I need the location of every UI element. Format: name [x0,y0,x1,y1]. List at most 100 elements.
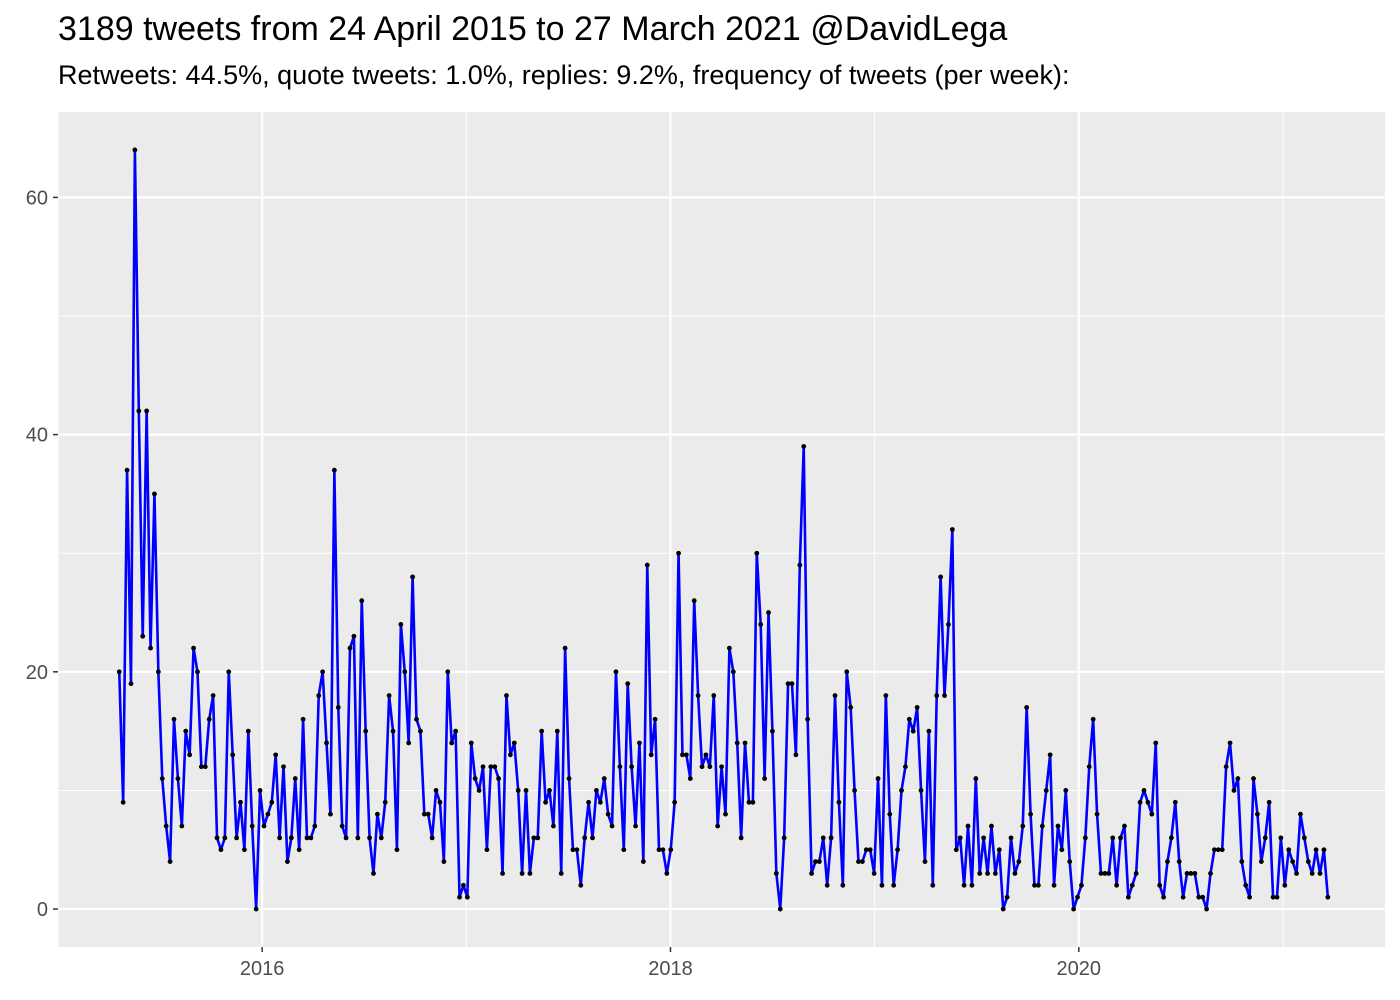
data-point [723,811,728,817]
data-point [1305,859,1311,864]
data-point [844,669,850,675]
series-line-layer [117,148,1330,911]
data-point [226,669,232,675]
data-point [977,871,983,876]
data-point [328,811,333,817]
data-point [707,764,713,770]
y-tick-label: 60 [26,187,48,209]
data-point [1223,764,1229,770]
data-point [758,621,764,627]
data-point [899,788,904,793]
data-point [1051,882,1057,888]
data-point [793,752,799,758]
data-point [500,871,505,876]
data-point [1176,859,1182,864]
data-point [218,847,224,853]
series-line [117,148,1330,911]
data-point [331,467,337,473]
data-point [1157,882,1163,888]
data-point [785,681,791,687]
data-point [261,823,267,829]
data-point [683,752,689,758]
data-point [551,823,556,829]
data-point [124,467,130,473]
data-point [637,740,642,746]
data-point [766,610,771,615]
data-point [981,835,987,841]
data-point [652,716,658,722]
data-point [1149,811,1155,817]
data-point [961,882,967,888]
data-point [234,835,239,841]
data-point [461,882,466,888]
data-point [1313,847,1319,853]
data-point [816,859,822,864]
data-point [1266,799,1272,805]
data-point [1251,776,1256,781]
data-point [453,728,459,734]
data-point [1196,894,1202,900]
data-point [574,847,580,853]
data-point [887,811,893,817]
data-point [140,633,146,639]
data-point [695,693,701,698]
data-point [989,823,994,829]
data-point [1114,882,1120,888]
data-point [535,835,541,841]
data-point [1188,871,1194,876]
data-point [1278,835,1284,841]
data-point [414,716,419,722]
data-point [1255,811,1260,817]
data-point [1012,871,1018,876]
data-point [511,740,517,746]
data-point [926,728,932,734]
data-point [773,871,779,876]
data-point [1125,894,1131,900]
data-point [1075,894,1080,900]
data-point [1258,859,1264,864]
data-point [957,835,963,841]
data-point [378,835,384,841]
data-point [1321,847,1327,853]
data-point [1317,871,1323,876]
y-tick-label: 0 [37,899,48,921]
data-point [171,716,177,722]
data-point [402,669,408,675]
data-point [687,776,693,781]
data-point [590,835,595,841]
data-point [1141,788,1147,793]
data-point [300,716,306,722]
data-point [730,669,736,675]
data-point [179,823,185,829]
data-point [120,799,126,805]
data-point [754,550,760,556]
data-point [832,693,838,698]
data-point [222,835,228,841]
data-point [617,764,623,770]
data-point [895,847,900,853]
data-point [875,776,881,781]
data-point [625,681,631,687]
data-point [1227,740,1233,746]
data-point [1102,871,1108,876]
data-point [292,776,298,781]
data-point [531,835,537,841]
data-point [1008,835,1014,841]
data-point [277,835,283,841]
data-point [770,728,775,734]
data-point [488,764,494,770]
data-point [437,799,443,805]
data-point [1036,882,1041,888]
data-point [421,811,427,817]
data-point [523,788,529,793]
data-point [578,882,584,888]
data-point [253,906,259,912]
data-point [152,491,157,497]
data-point [949,527,955,532]
data-point [183,728,189,734]
data-point [504,693,509,698]
data-point [539,728,545,734]
x-tick-label: 2018 [648,958,693,980]
data-point [1325,894,1331,900]
data-point [594,788,599,793]
